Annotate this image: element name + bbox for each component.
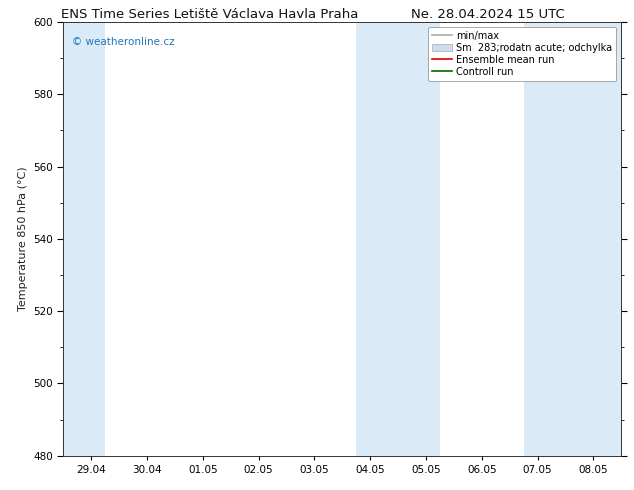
Bar (356, 22, 440, 456)
Text: © weatheronline.cz: © weatheronline.cz (72, 37, 174, 47)
Y-axis label: Temperature 850 hPa (°C): Temperature 850 hPa (°C) (18, 167, 28, 311)
Text: ENS Time Series Letiště Václava Havla Praha: ENS Time Series Letiště Václava Havla Pr… (60, 8, 358, 22)
Bar (524, 22, 621, 456)
Text: Ne. 28.04.2024 15 UTC: Ne. 28.04.2024 15 UTC (411, 8, 565, 22)
Legend: min/max, Sm  283;rodatn acute; odchylka, Ensemble mean run, Controll run: min/max, Sm 283;rodatn acute; odchylka, … (428, 27, 616, 80)
Bar (63, 22, 105, 456)
